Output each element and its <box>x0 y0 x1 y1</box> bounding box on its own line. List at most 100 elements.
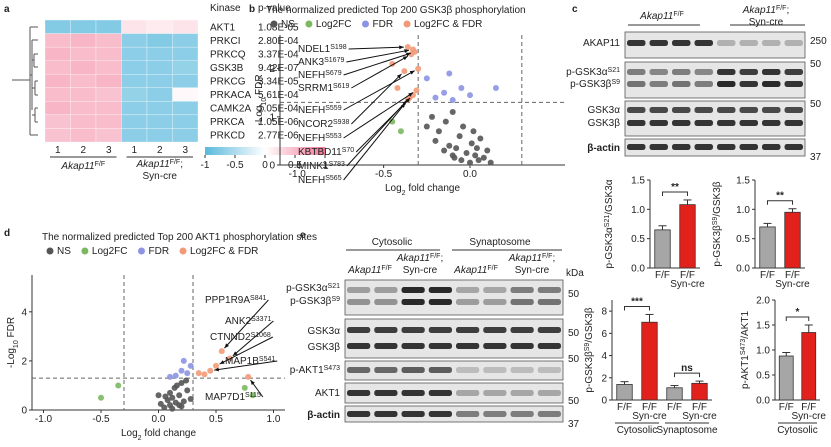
label-arrow <box>351 55 409 89</box>
kda-label: 37 <box>810 152 822 163</box>
point-label-part: CTNND2 <box>210 332 251 343</box>
blot-label-part: GSK3β <box>308 342 341 353</box>
heatmap-cell <box>146 46 173 61</box>
heatmap-cell <box>172 46 199 61</box>
y-axis-title-part: p-AKT1 <box>740 355 751 389</box>
bar <box>641 321 658 401</box>
significance-bracket <box>624 305 650 311</box>
legend-label: Log2FC <box>92 246 128 257</box>
x-axis-title-part: Log <box>385 183 402 194</box>
blot-band <box>694 69 713 75</box>
point-label-part: S70 <box>342 147 355 154</box>
blot-band <box>483 390 507 396</box>
category-label: F/F <box>642 402 657 413</box>
blot-band <box>374 367 398 373</box>
point <box>451 154 458 161</box>
category-label: F/F <box>801 402 816 413</box>
colorbar-step <box>235 147 239 155</box>
blot-band <box>762 69 781 75</box>
bar <box>778 355 794 401</box>
heatmap-cell <box>172 101 199 116</box>
category-label: F/F <box>785 270 800 281</box>
blot-band <box>374 327 398 333</box>
arrow-head <box>404 49 410 53</box>
y-axis-title-part: /AKT1 <box>740 311 751 339</box>
y-axis-title-part: S9 <box>712 217 719 226</box>
blot-label: p-GSK3αS21 <box>566 67 620 79</box>
y-tick-label: 0.0 <box>631 264 645 275</box>
blot-label-part: S473 <box>324 365 340 372</box>
heatmap-cell <box>146 60 173 75</box>
group-label-part: F/F <box>776 5 787 12</box>
group-label-part: Akap11 <box>396 253 430 264</box>
group-label-part: ; <box>786 5 789 16</box>
arrow-head <box>396 73 402 79</box>
blot-band <box>649 40 668 46</box>
blot-band <box>739 120 758 126</box>
kda-label: 50 <box>568 328 580 339</box>
colorbar-step <box>307 147 311 155</box>
blot-band <box>510 299 534 305</box>
blot-label-part: β-actin <box>307 410 340 421</box>
colorbar-step <box>229 147 233 155</box>
point <box>245 373 252 380</box>
heatmap-cell <box>121 46 148 61</box>
point <box>404 44 411 51</box>
point <box>449 97 456 103</box>
blot-label-part: β-actin <box>587 143 620 154</box>
column-number: 2 <box>80 145 86 156</box>
y-axis-title-part: /GSK3α <box>604 179 615 214</box>
bar <box>616 384 633 401</box>
point-label-part: S553 <box>325 133 341 140</box>
blot <box>344 318 564 359</box>
label-arrow <box>343 70 415 111</box>
group-label-part: Akap11 <box>347 265 381 276</box>
point <box>167 389 173 396</box>
x-axis-title-part: 2 <box>402 190 406 197</box>
heatmap-cell <box>70 114 97 129</box>
point <box>180 357 187 364</box>
blot-label: GSK3α <box>588 105 621 116</box>
heatmap-cell <box>44 87 71 102</box>
colorbar-step <box>268 147 272 155</box>
y-axis-title-part: -Log <box>6 348 17 368</box>
group-label: Akap11F/F; <box>742 5 789 17</box>
blot-band <box>483 327 507 333</box>
point-label-part: S115 <box>245 392 261 399</box>
significance-bracket <box>662 191 688 196</box>
blot-band <box>627 81 646 87</box>
blot-band <box>649 81 668 87</box>
point-label-part: S841 <box>250 295 266 302</box>
arrow-head <box>402 56 408 61</box>
blot-band <box>739 144 758 150</box>
point-label-part: ANK2 <box>225 316 252 327</box>
point <box>446 70 453 77</box>
chart-title: The normalized predicted Top 200 GSK3β p… <box>266 5 526 16</box>
x-axis-title-part: 2 <box>138 435 142 442</box>
heatmap-cell <box>172 19 199 34</box>
group-label-part: ; <box>440 253 443 264</box>
point-label: NEFHS679 <box>298 70 342 82</box>
blot-label: AKAP11 <box>583 38 620 49</box>
point <box>453 145 460 152</box>
blot-band <box>456 367 480 373</box>
point <box>389 118 396 125</box>
significance-label: * <box>796 307 800 318</box>
point-label: PPP1R9AS841 <box>205 295 266 307</box>
blot-label: AKT1 <box>315 388 340 399</box>
heatmap-cell <box>95 19 122 34</box>
heatmap-cell <box>95 46 122 61</box>
blot <box>344 405 564 423</box>
legend-label: Log2FC & FDR <box>190 246 258 257</box>
blot-band <box>401 299 425 305</box>
blot-band <box>762 40 781 46</box>
colorbar-step <box>310 147 314 155</box>
blot-band <box>717 120 736 126</box>
colorbar-step <box>274 147 278 155</box>
y-tick-label: 0 <box>21 406 27 417</box>
label-arrow <box>214 360 278 371</box>
kinase-name: GSK3B <box>210 63 244 74</box>
point <box>467 159 473 166</box>
point <box>157 400 164 407</box>
blot-band <box>428 287 452 293</box>
